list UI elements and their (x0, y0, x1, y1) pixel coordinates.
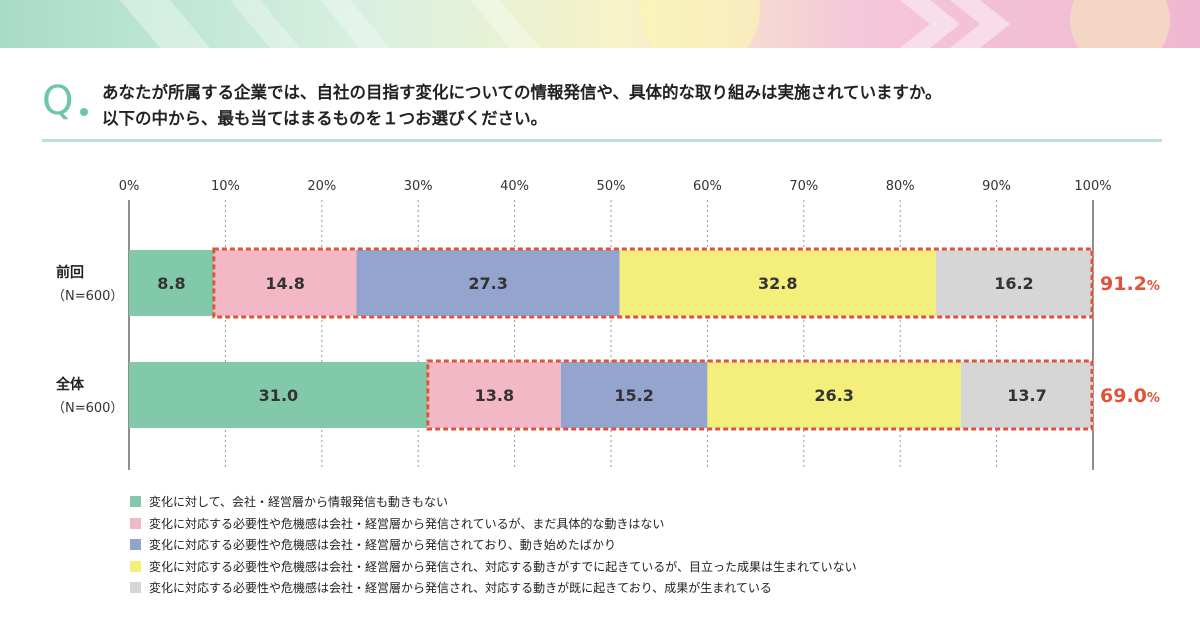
legend-label: 変化に対応する必要性や危機感は会社・経営層から発信され、対応する動きが既に起きて… (149, 581, 772, 596)
bar-segment (619, 250, 936, 316)
x-tick-label: 20% (307, 179, 336, 194)
x-tick-label: 10% (211, 179, 240, 194)
data-label: 8.8 (157, 274, 185, 293)
highlight-total-label: 69.0% (1100, 385, 1160, 407)
bar-segment (935, 250, 1093, 316)
question-dot-icon (80, 108, 88, 116)
x-tick-label: 60% (693, 179, 722, 194)
bar-segment (960, 362, 1093, 428)
data-label: 32.8 (758, 274, 797, 293)
x-tick-label: 90% (982, 179, 1011, 194)
data-label: 13.7 (1007, 386, 1046, 405)
legend-swatch (130, 517, 141, 529)
bar-segment (707, 362, 961, 428)
category-sublabel: （N=600） (52, 401, 123, 416)
bar-segment (129, 362, 428, 428)
x-tick-label: 50% (597, 179, 626, 194)
legend-label: 変化に対応する必要性や危機感は会社・経営層から発信されており、動き始めたばかり (149, 538, 617, 553)
decorative-header-band (0, 0, 1200, 48)
category-label: 前回 (56, 264, 84, 281)
question-line-2: 以下の中から、最も当てはまるものを１つお選びください。 (102, 109, 548, 128)
legend-item: 変化に対応する必要性や危機感は会社・経営層から発信され、対応する動きがすでに起き… (130, 556, 857, 578)
legend-label: 変化に対応する必要性や危機感は会社・経営層から発信されているが、まだ具体的な動き… (149, 516, 665, 531)
legend-item: 変化に対応する必要性や危機感は会社・経営層から発信されており、動き始めたばかり (130, 534, 857, 556)
data-label: 31.0 (259, 386, 298, 405)
legend-swatch (130, 539, 141, 551)
legend-item: 変化に対応する必要性や危機感は会社・経営層から発信され、対応する動きが既に起きて… (130, 577, 857, 599)
category-label: 全体 (55, 376, 85, 393)
legend-swatch (130, 496, 141, 508)
legend-swatch (130, 560, 141, 572)
question-divider (42, 139, 1162, 142)
data-label: 15.2 (614, 386, 653, 405)
highlight-total-label: 91.2% (1100, 273, 1160, 295)
highlight-box (212, 247, 1094, 319)
legend-label: 変化に対応する必要性や危機感は会社・経営層から発信され、対応する動きがすでに起き… (149, 559, 857, 574)
decorative-chevrons-graphic (120, 0, 1170, 48)
x-tick-label: 30% (404, 179, 433, 194)
x-tick-label: 100% (1074, 179, 1111, 194)
data-label: 16.2 (994, 274, 1033, 293)
data-label: 14.8 (265, 274, 304, 293)
stacked-bar-chart: 0% 10% 20% 30% 40% 50% 60% 70% 80% 90% 100% 8.8 14.8… (52, 179, 1160, 470)
legend-label: 変化に対して、会社・経営層から情報発信も動きもない (149, 495, 449, 510)
bar-segment (356, 250, 620, 316)
chart-legend: 変化に対して、会社・経営層から情報発信も動きもない変化に対応する必要性や危機感は… (130, 491, 857, 599)
question-line-1: あなたが所属する企業では、自社の目指す変化についての情報発信や、具体的な取り組み… (102, 83, 942, 102)
x-tick-label: 0% (119, 179, 140, 194)
category-sublabel: （N=600） (52, 289, 123, 304)
data-label: 27.3 (468, 274, 507, 293)
x-tick-label: 80% (886, 179, 915, 194)
bar-segment (427, 362, 561, 428)
bar-segment (560, 362, 708, 428)
data-label: 13.8 (475, 386, 514, 405)
data-label: 26.3 (814, 386, 853, 405)
legend-swatch (130, 582, 141, 594)
bar-segment (129, 250, 214, 316)
legend-item: 変化に対応する必要性や危機感は会社・経営層から発信されているが、まだ具体的な動き… (130, 513, 857, 535)
x-tick-label: 70% (789, 179, 818, 194)
x-tick-label: 40% (500, 179, 529, 194)
bar-segment (213, 250, 357, 316)
legend-item: 変化に対して、会社・経営層から情報発信も動きもない (130, 491, 857, 513)
highlight-box (426, 359, 1094, 431)
question-letter: Q (42, 78, 74, 124)
